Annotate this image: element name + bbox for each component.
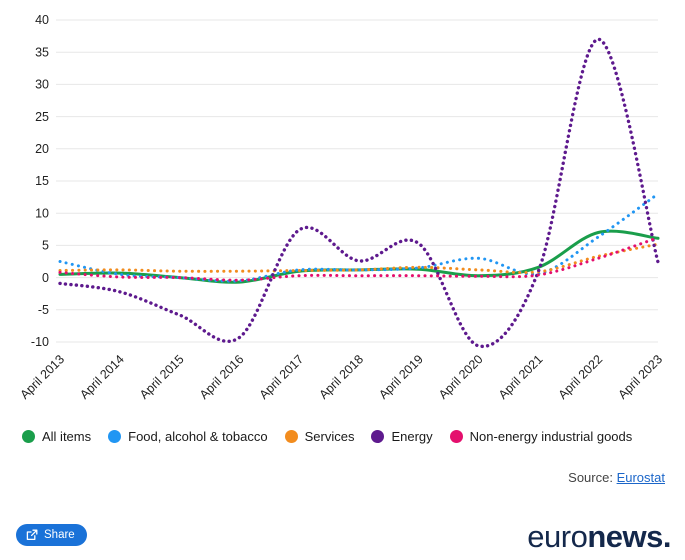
- legend-dot: [22, 430, 35, 443]
- legend-dot: [284, 430, 298, 443]
- legend-item-all-items: All items: [22, 429, 91, 444]
- y-tick-label: 5: [42, 239, 49, 253]
- x-tick-label: April 2019: [376, 352, 426, 402]
- source-link[interactable]: Eurostat: [616, 470, 665, 485]
- y-tick-label: -10: [31, 335, 49, 349]
- x-tick-label: April 2016: [197, 352, 247, 402]
- x-axis-labels: April 2013 April 2014 April 2015 April 2016…: [17, 352, 665, 402]
- grid-lines: [56, 19, 658, 343]
- legend-dot: [371, 430, 385, 443]
- footer-bar: Share euronews.: [0, 521, 685, 552]
- x-tick-label: April 2014: [77, 352, 127, 402]
- logo-dot: .: [662, 519, 672, 554]
- source-label: Source:: [568, 470, 617, 485]
- share-icon: [26, 529, 38, 541]
- legend-label: Services: [304, 429, 355, 444]
- legend-item-non-energy-industrial-goods: Non-energy industrial goods: [449, 429, 633, 444]
- series-energy: [58, 37, 660, 349]
- series-non-energy-industrial-goods: [58, 236, 660, 282]
- series-services: [58, 242, 660, 275]
- legend-dot: [449, 430, 463, 443]
- legend-item-energy: Energy: [371, 429, 433, 444]
- y-tick-label: 10: [35, 206, 49, 220]
- logo-euro: euro: [527, 519, 588, 554]
- x-tick-label: April 2022: [556, 352, 606, 402]
- y-tick-label: 30: [35, 78, 49, 92]
- x-tick-label: April 2018: [316, 352, 366, 402]
- share-button[interactable]: Share: [16, 524, 87, 546]
- logo-news: news: [587, 519, 663, 554]
- chart-legend: All items Food, alcohol & tobacco Services…: [0, 423, 685, 444]
- legend-label: Food, alcohol & tobacco: [128, 429, 268, 444]
- x-tick-label: April 2023: [615, 352, 665, 402]
- x-tick-label: April 2021: [496, 352, 546, 402]
- y-tick-label: -5: [38, 303, 49, 317]
- legend-item-food-alcohol-tobacco: Food, alcohol & tobacco: [108, 429, 268, 444]
- y-axis-labels: 40 35 30 25 20 15 10 5 0 -5 -10: [31, 13, 49, 349]
- y-tick-label: 0: [42, 271, 49, 285]
- y-tick-label: 35: [35, 45, 49, 59]
- y-tick-label: 15: [35, 174, 49, 188]
- y-tick-label: 40: [35, 13, 49, 27]
- x-tick-label: April 2020: [436, 352, 486, 402]
- legend-item-services: Services: [284, 429, 355, 444]
- share-label: Share: [44, 529, 75, 541]
- source-row: Source: Eurostat: [0, 444, 685, 485]
- y-tick-label: 20: [35, 142, 49, 156]
- legend-label: All items: [42, 429, 92, 444]
- series-all-items: [58, 229, 660, 284]
- x-tick-label: April 2017: [257, 352, 307, 402]
- x-tick-label: April 2015: [137, 352, 187, 402]
- euronews-logo[interactable]: euronews.: [527, 521, 671, 552]
- y-tick-label: 25: [35, 110, 49, 124]
- x-tick-label: April 2013: [17, 352, 67, 402]
- legend-label: Non-energy industrial goods: [469, 429, 633, 444]
- legend-label: Energy: [391, 429, 433, 444]
- legend-dot: [108, 430, 122, 443]
